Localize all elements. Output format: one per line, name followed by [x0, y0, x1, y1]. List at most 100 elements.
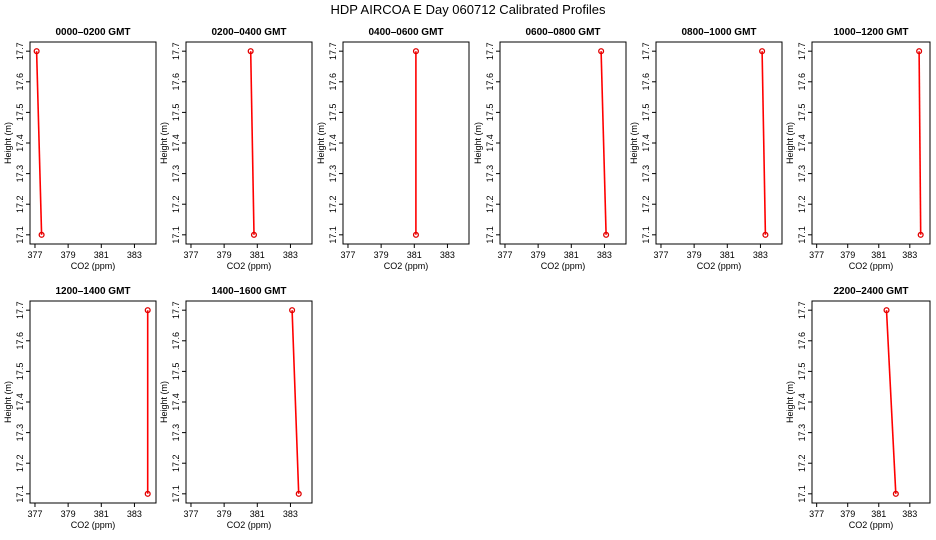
panel-title: 1000–1200 GMT: [833, 27, 908, 38]
y-tick-label: 17.3: [328, 165, 338, 183]
y-tick-label: 17.6: [171, 332, 181, 350]
y-axis-label: Height (m): [159, 122, 169, 164]
profile-point: [144, 307, 151, 314]
x-axis-label: CO2 (ppm): [849, 520, 894, 530]
x-tick-label: 377: [809, 509, 824, 519]
figure-title: HDP AIRCOA E Day 060712 Calibrated Profi…: [330, 2, 606, 17]
x-tick-label: 377: [183, 509, 198, 519]
x-tick-label: 377: [27, 509, 42, 519]
profile-point: [603, 231, 610, 238]
y-tick-label: 17.1: [328, 226, 338, 244]
x-tick-label: 383: [283, 509, 298, 519]
y-tick-label: 17.6: [171, 73, 181, 91]
panel-5: 1000–1200 GMT 377 379 381 383 17.1 17.2 17.3 17.…: [785, 27, 931, 271]
y-tick-label: 17.2: [797, 454, 807, 472]
panel-title: 1200–1400 GMT: [55, 286, 130, 297]
y-tick-label: 17.1: [797, 485, 807, 503]
y-tick-label: 17.3: [797, 424, 807, 442]
y-tick-label: 17.6: [797, 332, 807, 350]
y-tick-label: 17.5: [171, 104, 181, 122]
y-tick-label: 17.2: [15, 454, 25, 472]
y-tick-label: 17.4: [797, 393, 807, 411]
y-tick-label: 17.1: [15, 485, 25, 503]
profile-point: [759, 48, 766, 55]
y-tick-label: 17.5: [15, 363, 25, 381]
plot-frame: [342, 41, 470, 245]
x-tick-label: 381: [871, 250, 886, 260]
profile-point: [412, 48, 419, 55]
x-axis-label: CO2 (ppm): [541, 261, 586, 271]
x-axis-label: CO2 (ppm): [849, 261, 894, 271]
y-axis-label: Height (m): [629, 122, 639, 164]
x-tick-label: 381: [250, 509, 265, 519]
y-axis-label: Height (m): [785, 122, 795, 164]
plot-frame: [185, 41, 313, 245]
profile-point: [247, 48, 254, 55]
y-tick-label: 17.1: [15, 226, 25, 244]
y-axis-label: Height (m): [159, 381, 169, 423]
panel-title: 0800–1000 GMT: [681, 27, 756, 38]
plot-frame: [29, 41, 157, 245]
y-tick-label: 17.7: [15, 301, 25, 319]
y-tick-label: 17.6: [15, 332, 25, 350]
y-tick-label: 17.6: [797, 73, 807, 91]
x-tick-label: 383: [597, 250, 612, 260]
profile-point: [916, 48, 923, 55]
y-tick-label: 17.7: [797, 42, 807, 60]
x-tick-label: 383: [902, 509, 917, 519]
x-tick-label: 383: [902, 250, 917, 260]
y-tick-label: 17.5: [797, 104, 807, 122]
profile-line: [249, 51, 255, 235]
profile-point: [762, 231, 769, 238]
plot-frame: [29, 300, 157, 504]
x-axis-label: CO2 (ppm): [71, 520, 116, 530]
y-tick-label: 17.2: [485, 195, 495, 213]
x-tick-label: 377: [497, 250, 512, 260]
profile-line: [885, 310, 897, 494]
y-tick-label: 17.5: [485, 104, 495, 122]
y-tick-label: 17.1: [171, 226, 181, 244]
panel-7: 1400–1600 GMT 377 379 381 383 17.1 17.2 17.3 17.…: [159, 286, 313, 530]
y-tick-label: 17.6: [485, 73, 495, 91]
x-axis-label: CO2 (ppm): [227, 520, 272, 530]
y-tick-label: 17.2: [171, 195, 181, 213]
y-tick-label: 17.1: [171, 485, 181, 503]
y-tick-label: 17.5: [15, 104, 25, 122]
profile-line: [761, 51, 767, 235]
y-tick-label: 17.5: [797, 363, 807, 381]
x-tick-label: 381: [407, 250, 422, 260]
x-tick-label: 377: [653, 250, 668, 260]
x-tick-label: 381: [564, 250, 579, 260]
profile-point: [917, 231, 924, 238]
profile-point: [33, 48, 40, 55]
y-tick-label: 17.2: [328, 195, 338, 213]
x-tick-label: 383: [283, 250, 298, 260]
x-tick-label: 377: [340, 250, 355, 260]
profile-line: [600, 51, 607, 235]
y-tick-label: 17.7: [797, 301, 807, 319]
x-tick-label: 383: [753, 250, 768, 260]
profile-point: [412, 231, 419, 238]
plot-frame: [499, 41, 627, 245]
y-tick-label: 17.3: [485, 165, 495, 183]
panel-title: 0000–0200 GMT: [55, 27, 130, 38]
x-tick-label: 379: [531, 250, 546, 260]
y-tick-label: 17.3: [797, 165, 807, 183]
y-tick-label: 17.4: [15, 393, 25, 411]
profile-point: [295, 490, 302, 497]
y-tick-label: 17.7: [171, 301, 181, 319]
panel-2: 0400–0600 GMT 377 379 381 383 17.1 17.2 17.3 17.…: [316, 27, 470, 271]
profile-point: [892, 490, 899, 497]
x-tick-label: 379: [687, 250, 702, 260]
x-tick-label: 381: [94, 250, 109, 260]
x-tick-label: 377: [27, 250, 42, 260]
y-tick-label: 17.4: [171, 134, 181, 152]
x-axis-label: CO2 (ppm): [384, 261, 429, 271]
y-tick-label: 17.4: [15, 134, 25, 152]
x-tick-label: 381: [871, 509, 886, 519]
y-tick-label: 17.3: [15, 165, 25, 183]
y-tick-label: 17.4: [797, 134, 807, 152]
profile-point: [883, 307, 890, 314]
x-tick-label: 379: [217, 509, 232, 519]
x-tick-label: 379: [61, 509, 76, 519]
